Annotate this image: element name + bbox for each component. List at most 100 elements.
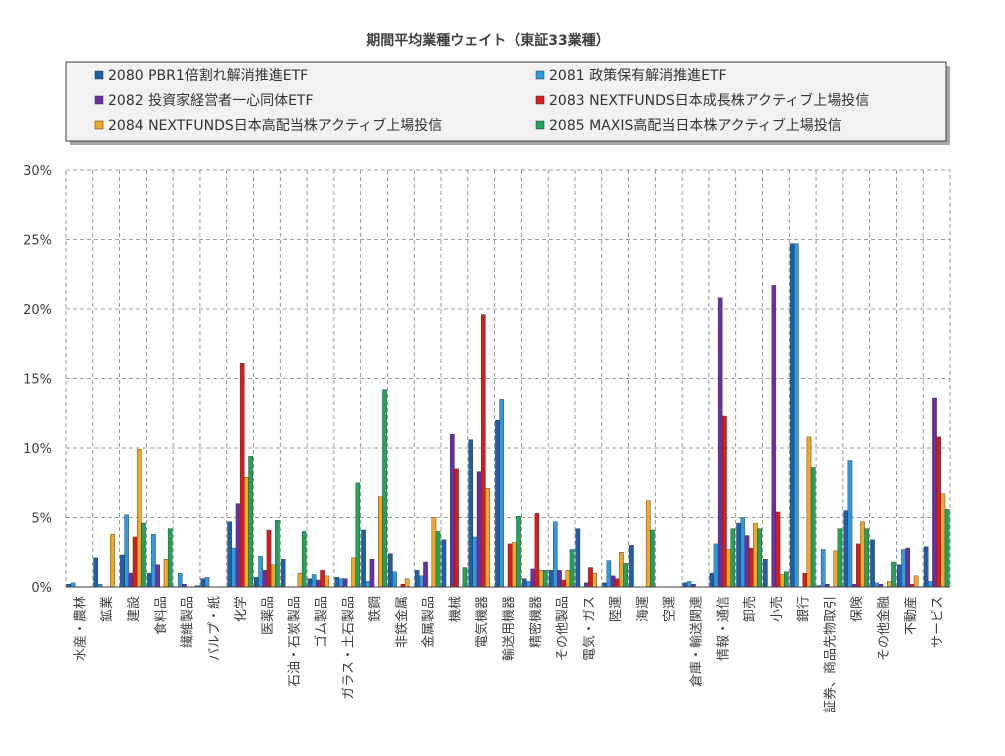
bar-32-5 (944, 508, 950, 588)
bar-7-5 (275, 520, 280, 588)
bar-10-0 (334, 577, 340, 588)
bar-6-3 (239, 363, 245, 588)
bar-17-3 (534, 513, 540, 588)
bar-29-4 (860, 521, 865, 588)
bar-16-1 (499, 399, 505, 588)
x-tick-label-27: 銀行 (797, 596, 812, 622)
x-tick-label-7: 医薬品 (261, 596, 276, 635)
bar-12-0 (388, 553, 393, 588)
bar-3-1 (151, 533, 156, 588)
x-tick-label-3: 食料品 (153, 596, 169, 635)
bar-24-3 (722, 415, 727, 588)
bar-2-3 (132, 536, 138, 588)
y-tick-label-3: 15% (23, 373, 52, 388)
bar-25-3 (748, 547, 754, 588)
x-tick-label-4: 繊維製品 (180, 596, 196, 648)
x-tick-label-19: 電気・ガス (581, 596, 597, 661)
bar-31-1 (901, 549, 906, 588)
x-tick-label-15: 電気機器 (474, 596, 490, 648)
bar-7-1 (258, 556, 263, 588)
x-tick-label-24: 情報・通信 (716, 596, 731, 661)
legend-swatch-0 (94, 70, 104, 80)
bar-19-2 (583, 582, 589, 588)
legend-label-2: 2082 投資家経営者一心同体ETF (108, 92, 314, 109)
bar-27-4 (806, 436, 812, 588)
bar-26-0 (763, 559, 768, 588)
x-tick-label-9: ゴム製品 (313, 596, 329, 648)
bar-20-0 (602, 582, 607, 588)
x-tick-label-11: 鉄鋼 (368, 596, 383, 622)
x-tick-label-2: 建設 (126, 596, 142, 622)
legend-swatch-1 (535, 70, 545, 80)
bar-25-5 (757, 528, 762, 588)
bar-20-3 (614, 578, 620, 588)
bar-29-0 (843, 510, 849, 588)
x-tick-label-13: 金属製品 (421, 596, 437, 648)
bar-6-5 (248, 456, 253, 588)
x-tick-label-25: 卸売 (742, 596, 758, 622)
bar-24-2 (717, 297, 723, 588)
bar-17-1 (526, 581, 531, 588)
bar-28-4 (833, 550, 839, 588)
bar-9-4 (324, 575, 330, 588)
bar-15-1 (472, 536, 478, 588)
bar-12-1 (392, 571, 397, 588)
bar-6-0 (227, 521, 232, 588)
bar-25-2 (744, 535, 750, 588)
bar-16-3 (507, 543, 513, 588)
x-tick-label-10: ガラス・土石製品 (341, 596, 356, 700)
bar-21-5 (650, 529, 655, 588)
bar-24-0 (709, 572, 715, 588)
legend-label-1: 2081 政策保有解消推進ETF (549, 67, 727, 84)
y-tick-label-6: 30% (23, 164, 52, 179)
bar-18-0 (548, 570, 554, 588)
bar-18-3 (561, 579, 566, 588)
gridlines (65, 169, 951, 588)
bar-9-2 (316, 579, 321, 588)
bar-27-0 (789, 243, 795, 588)
bar-31-4 (913, 575, 919, 588)
x-tick-label-1: 鉱業 (99, 596, 115, 622)
bar-17-5 (542, 570, 548, 588)
bar-7-0 (254, 577, 259, 588)
bar-26-3 (775, 511, 781, 588)
bar-30-4 (887, 581, 892, 588)
bar-18-4 (565, 570, 571, 588)
bar-23-1 (686, 581, 692, 588)
y-tick-label-4: 20% (23, 303, 52, 318)
bar-27-1 (794, 243, 799, 588)
bar-20-4 (619, 552, 624, 588)
bar-30-5 (891, 561, 896, 588)
bar-3-2 (155, 564, 160, 588)
x-tick-label-23: 倉庫・輸送関連 (690, 596, 705, 687)
bar-3-5 (167, 528, 173, 588)
bar-2-2 (128, 572, 134, 588)
x-tick-label-32: サービス (931, 596, 946, 648)
x-tick-label-28: 証券、商品先物取引 (822, 596, 838, 713)
bar-10-1 (338, 578, 344, 588)
legend: 2080 PBR1倍割れ解消推進ETF 2081 政策保有解消推進ETF 2082 … (65, 61, 950, 145)
bar-3-4 (163, 559, 169, 588)
bar-15-4 (485, 488, 490, 588)
bar-6-4 (244, 476, 249, 588)
bar-15-0 (468, 439, 474, 588)
bar-18-1 (552, 521, 558, 588)
bar-26-2 (771, 285, 777, 588)
bar-11-1 (365, 581, 371, 588)
bar-26-4 (779, 574, 785, 588)
x-tick-label-5: パルプ・紙 (207, 596, 222, 661)
bar-5-0 (200, 578, 206, 588)
bar-19-3 (588, 567, 593, 588)
bar-0-1 (70, 582, 76, 588)
bar-27-3 (802, 572, 808, 588)
bar-3-0 (146, 572, 152, 588)
bar-5-1 (204, 577, 210, 588)
bar-31-0 (897, 564, 902, 588)
bar-1-4 (110, 533, 115, 588)
legend-box (65, 61, 947, 142)
bar-14-2 (450, 433, 455, 588)
x-tick-label-20: 陸運 (608, 596, 624, 622)
bar-17-2 (530, 568, 535, 588)
y-tick-label-5: 25% (23, 234, 52, 249)
